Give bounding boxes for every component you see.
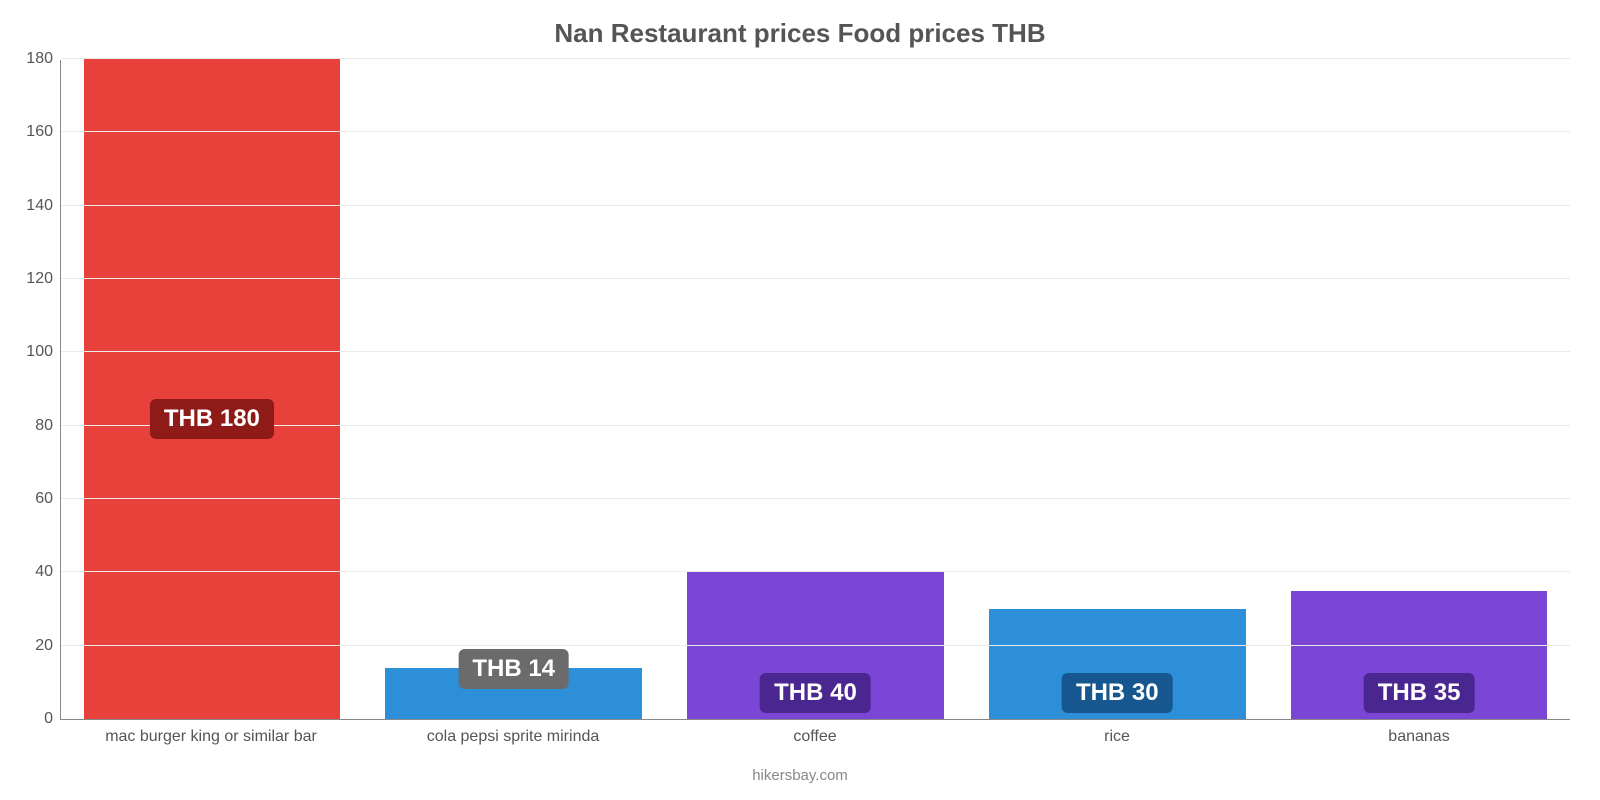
value-badge: THB 14 [458,649,569,689]
bar-slot: THB 40 [665,60,967,719]
chart-attribution: hikersbay.com [0,767,1600,784]
y-tick-label: 140 [26,197,61,215]
gridline [61,645,1570,646]
y-tick-label: 120 [26,270,61,288]
bar: THB 180 [84,59,341,719]
bar-slot: THB 30 [966,60,1268,719]
gridline [61,498,1570,499]
y-tick-label: 40 [35,563,61,581]
value-badge: THB 40 [760,673,871,713]
gridline [61,351,1570,352]
x-tick-label: rice [966,720,1268,746]
value-badge: THB 35 [1364,673,1475,713]
x-axis-labels: mac burger king or similar barcola pepsi… [60,720,1570,746]
bar-slot: THB 14 [363,60,665,719]
price-bar-chart: Nan Restaurant prices Food prices THB TH… [0,0,1600,800]
y-tick-label: 160 [26,123,61,141]
gridline [61,205,1570,206]
bar-slot: THB 35 [1268,60,1570,719]
bar: THB 40 [687,572,944,719]
y-tick-label: 80 [35,417,61,435]
gridline [61,58,1570,59]
value-badge: THB 180 [150,399,274,439]
y-tick-label: 60 [35,490,61,508]
y-tick-label: 20 [35,637,61,655]
bar: THB 35 [1291,591,1548,719]
plot-area: THB 180THB 14THB 40THB 30THB 35 02040608… [60,60,1570,720]
x-tick-label: mac burger king or similar bar [60,720,362,746]
gridline [61,425,1570,426]
gridline [61,131,1570,132]
value-badge: THB 30 [1062,673,1173,713]
x-tick-label: cola pepsi sprite mirinda [362,720,664,746]
y-tick-label: 180 [26,50,61,68]
chart-title: Nan Restaurant prices Food prices THB [0,18,1600,49]
bar-slot: THB 180 [61,60,363,719]
x-tick-label: bananas [1268,720,1570,746]
y-tick-label: 0 [44,710,61,728]
bar: THB 14 [385,668,642,719]
bars-container: THB 180 THB 14 THB 40 THB 30 THB 35 [61,60,1570,719]
y-tick-label: 100 [26,343,61,361]
bar: THB 30 [989,609,1246,719]
gridline [61,278,1570,279]
x-tick-label: coffee [664,720,966,746]
gridline [61,571,1570,572]
